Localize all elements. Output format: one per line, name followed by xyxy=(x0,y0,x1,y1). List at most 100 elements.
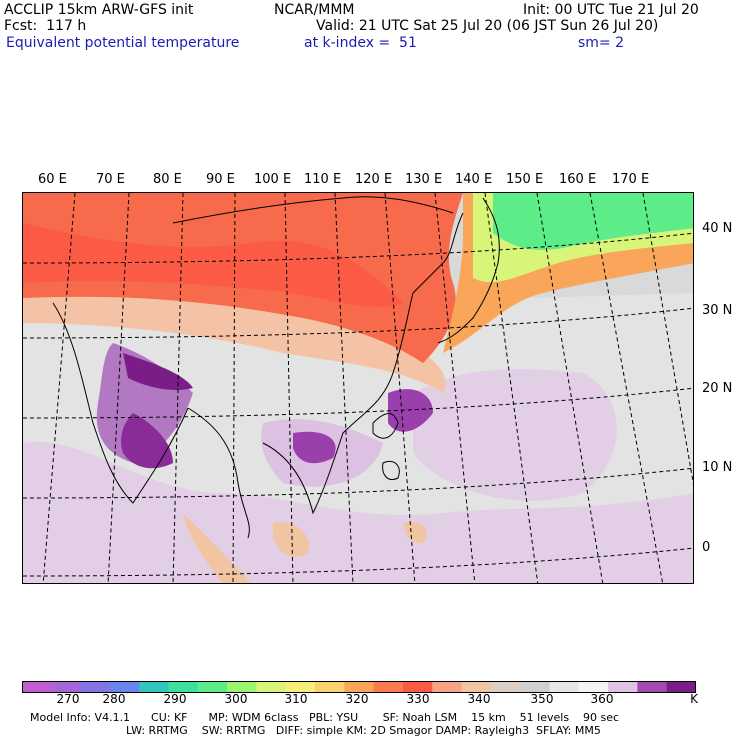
warm-moist-core xyxy=(23,223,403,308)
lavender-band xyxy=(23,441,693,583)
meridian-line xyxy=(384,193,416,583)
colorbar-swatch xyxy=(197,681,228,693)
colorbar-swatch xyxy=(227,681,257,693)
colorbar-tick: 340 xyxy=(467,692,491,706)
colorbar-swatch xyxy=(344,681,375,693)
lat-label: 40 N xyxy=(702,221,733,236)
colorbar-swatch xyxy=(461,681,492,693)
colorbar-swatch xyxy=(490,681,521,693)
graticule xyxy=(23,193,693,583)
colorbar-swatch xyxy=(315,681,345,693)
colorbar-swatch xyxy=(109,681,140,693)
mindanao-coast xyxy=(382,460,400,480)
lon-label: 100 E xyxy=(254,172,292,187)
colorbar-tick: 360 xyxy=(590,692,614,706)
lat-label: 0 xyxy=(702,540,711,555)
colorbar-tick: 320 xyxy=(345,692,369,706)
borneo-patch xyxy=(273,522,309,558)
meridian-line xyxy=(232,193,236,583)
colorbar-swatch xyxy=(373,681,404,693)
field-name: Equivalent potential temperature xyxy=(6,35,240,51)
colorbar-swatch xyxy=(285,681,316,693)
colorbar-tick: 290 xyxy=(163,692,187,706)
japan-coast xyxy=(437,197,500,344)
meridian-line xyxy=(42,193,76,583)
philippines-coast xyxy=(372,413,399,439)
colorbar-swatch xyxy=(402,681,433,693)
green-band xyxy=(493,193,693,250)
sumatra-patch xyxy=(183,513,252,583)
meridian-line xyxy=(107,193,130,583)
colorbar-tick: 300 xyxy=(224,692,248,706)
colorbar-swatch xyxy=(80,681,111,693)
lon-label: 60 E xyxy=(38,172,67,187)
purple-indochina xyxy=(293,431,336,464)
meridian-line xyxy=(334,193,354,583)
colorbar-swatch xyxy=(549,681,580,693)
colorbar-swatch xyxy=(168,681,199,693)
indochina-coast xyxy=(262,292,414,515)
lon-label: 160 E xyxy=(559,172,597,187)
lavender-pacific xyxy=(413,369,617,501)
lon-label: 80 E xyxy=(153,172,182,187)
china-east-coast xyxy=(412,212,464,294)
colorbar-swatch xyxy=(256,681,287,693)
lon-label: 70 E xyxy=(96,172,125,187)
map-field-svg xyxy=(23,193,693,583)
lon-label: 90 E xyxy=(206,172,235,187)
valid-time: Valid: 21 UTC Sat 25 Jul 20 (06 JST Sun … xyxy=(316,18,659,34)
mongolia-border xyxy=(172,196,454,224)
colorbar-swatch xyxy=(666,681,696,693)
colorbar-tick: 310 xyxy=(284,692,308,706)
colorbar xyxy=(22,681,696,693)
colorbar-swatch xyxy=(22,681,52,693)
purple-philippine-sea xyxy=(388,389,433,432)
coastlines xyxy=(52,196,500,539)
colorbar-tick: 330 xyxy=(406,692,430,706)
meridian-line xyxy=(589,193,664,583)
lon-label: 130 E xyxy=(405,172,443,187)
colorbar-swatch xyxy=(637,681,668,693)
colorbar-swatch xyxy=(520,681,550,693)
lat-label: 30 N xyxy=(702,303,733,318)
meridian-line xyxy=(536,193,604,583)
meridian-line xyxy=(284,193,294,583)
smoothing-label: sm= 2 xyxy=(578,35,625,51)
purple-core-bengal xyxy=(123,353,193,390)
colorbar-swatch xyxy=(578,681,609,693)
forecast-hour: Fcst: 117 h xyxy=(4,18,87,34)
organization-label: NCAR/MMM xyxy=(274,2,355,18)
lon-label: 120 E xyxy=(355,172,393,187)
colorbar-border xyxy=(22,681,696,693)
meridian-line xyxy=(172,193,184,583)
lon-label: 110 E xyxy=(304,172,342,187)
init-time: Init: 00 UTC Tue 21 Jul 20 xyxy=(523,2,699,18)
meridian-line xyxy=(642,193,693,485)
burma-coast xyxy=(187,407,250,539)
model-title: ACCLIP 15km ARW-GFS init xyxy=(4,2,194,18)
colorbar-swatch xyxy=(432,681,463,693)
parallel-line xyxy=(23,307,693,339)
colorbar-swatch xyxy=(51,681,82,693)
meridian-line xyxy=(484,193,539,583)
model-info-line1: Model Info: V4.1.1 CU: KF MP: WDM 6class… xyxy=(30,711,620,724)
theta-e-map xyxy=(22,192,694,584)
purple-core-india xyxy=(121,413,173,469)
lat-label: 20 N xyxy=(702,381,733,396)
colorbar-tick: 350 xyxy=(530,692,554,706)
lon-label: 170 E xyxy=(612,172,650,187)
parallel-line xyxy=(23,387,693,419)
lon-label: 140 E xyxy=(455,172,493,187)
lon-label: 150 E xyxy=(506,172,544,187)
lat-label: 10 N xyxy=(702,460,733,475)
colorbar-tick: 280 xyxy=(102,692,126,706)
india-coast xyxy=(52,302,189,504)
meridian-line xyxy=(434,193,476,583)
model-info-line2: LW: RRTMG SW: RRTMG DIFF: simple KM: 2D … xyxy=(126,724,601,737)
colorbar-swatch xyxy=(608,681,638,693)
colorbar-swatch xyxy=(139,681,170,693)
colorbar-tick: 270 xyxy=(56,692,80,706)
level-label: at k-index = 51 xyxy=(304,35,417,51)
parallel-line xyxy=(23,547,693,577)
sulawesi-patch xyxy=(403,521,427,544)
